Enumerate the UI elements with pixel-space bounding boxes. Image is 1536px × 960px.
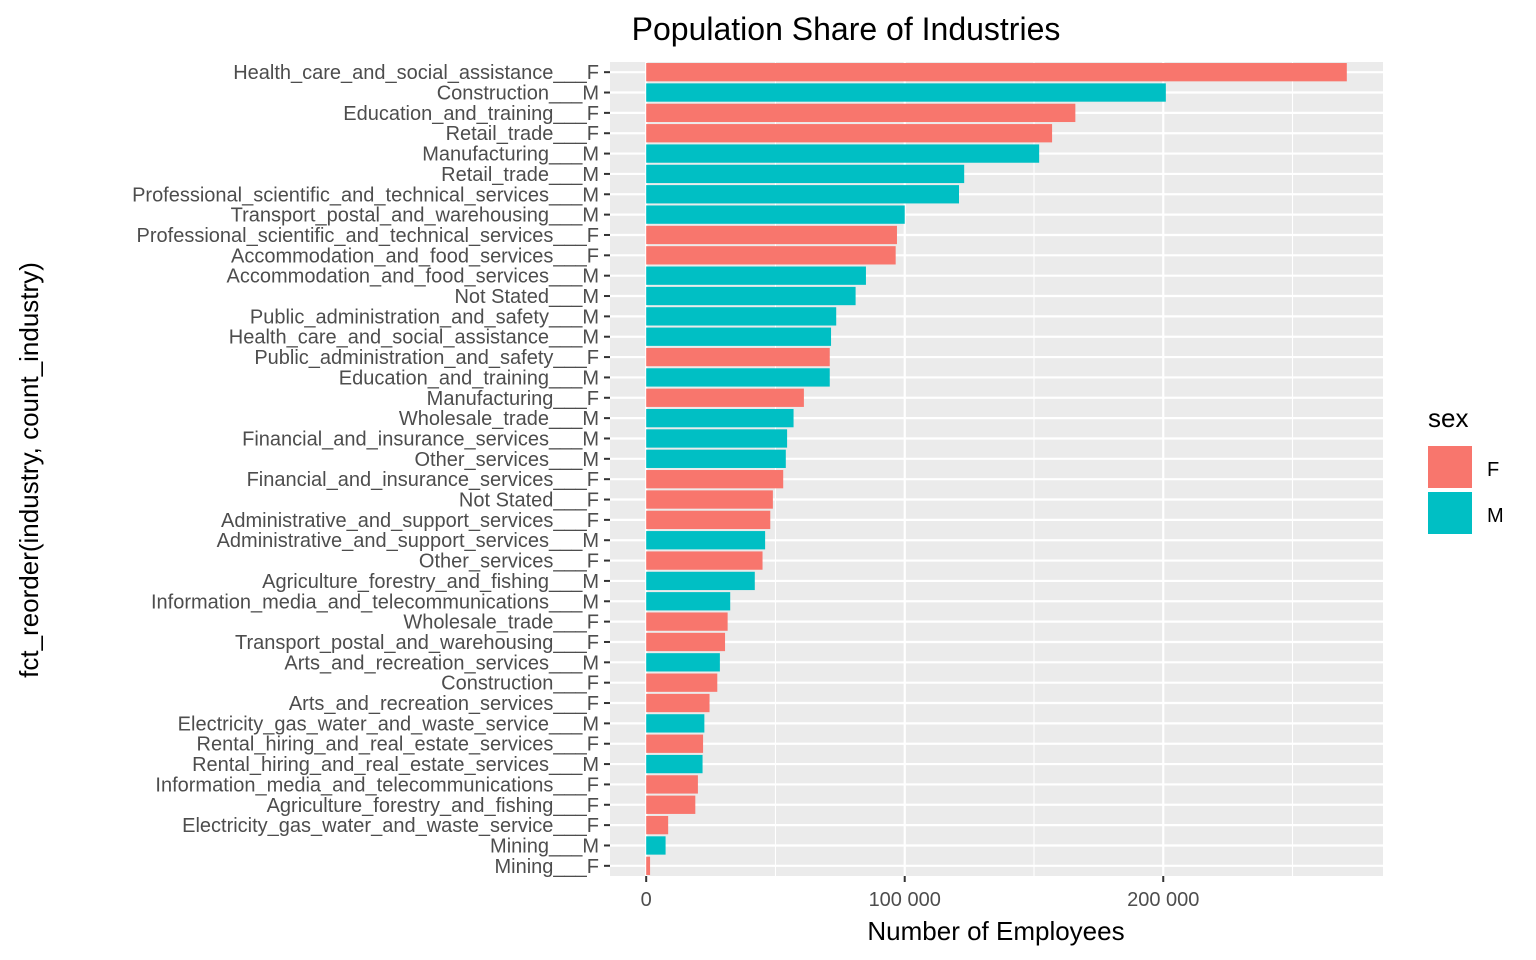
bar-m bbox=[646, 368, 830, 387]
y-tick-label: Health_care_and_social_assistance___M bbox=[229, 327, 599, 349]
y-tick-label: Administrative_and_support_services___F bbox=[221, 510, 599, 532]
bar-m bbox=[646, 754, 703, 774]
y-tick-label: Mining___F bbox=[494, 856, 599, 878]
bar-f bbox=[646, 103, 1076, 123]
bar-f bbox=[646, 510, 771, 530]
plot-panel bbox=[610, 62, 1383, 876]
y-tick-label: Accommodation_and_food_services___M bbox=[227, 266, 599, 288]
bar-m bbox=[646, 429, 788, 448]
legend-swatch-f bbox=[1428, 446, 1472, 488]
y-tick-label: Financial_and_insurance_services___M bbox=[242, 428, 599, 450]
y-tick-label: Construction___F bbox=[441, 673, 599, 695]
y-tick-label: Professional_scientific_and_technical_se… bbox=[132, 184, 599, 206]
y-axis: Health_care_and_social_assistance___FCon… bbox=[132, 62, 610, 878]
bar-m bbox=[646, 653, 720, 672]
bar-m bbox=[646, 144, 1040, 163]
bar-f bbox=[646, 815, 669, 835]
y-tick-label: Transport_postal_and_warehousing___M bbox=[231, 205, 599, 227]
y-tick-label: Other_services___F bbox=[419, 551, 599, 573]
legend-swatch-m bbox=[1428, 492, 1472, 534]
y-tick-label: Arts_and_recreation_services___F bbox=[289, 693, 599, 715]
chart-title: Population Share of Industries bbox=[632, 11, 1061, 47]
y-tick-label: Rental_hiring_and_real_estate_services__… bbox=[192, 754, 599, 776]
y-tick-label: Information_media_and_telecommunications… bbox=[155, 774, 599, 796]
bar-f bbox=[646, 795, 696, 814]
bar-m bbox=[646, 592, 731, 611]
bar-f bbox=[646, 388, 804, 407]
y-tick-label: Wholesale_trade___F bbox=[403, 612, 599, 634]
bar-m bbox=[646, 307, 837, 326]
y-tick-label: Education_and_training___F bbox=[343, 103, 599, 125]
bar-f bbox=[646, 612, 728, 631]
legend-label-m: M bbox=[1487, 505, 1504, 527]
bar-f bbox=[646, 856, 651, 875]
bar-f bbox=[646, 225, 897, 245]
y-tick-label: Not Stated___F bbox=[459, 490, 599, 512]
y-tick-label: Information_media_and_telecommunications… bbox=[151, 591, 599, 613]
bar-f bbox=[646, 470, 784, 489]
bar-f bbox=[646, 124, 1053, 143]
bar-m bbox=[646, 185, 960, 204]
y-tick-label: Manufacturing___F bbox=[427, 388, 599, 410]
y-tick-label: Agriculture_forestry_and_fishing___F bbox=[267, 795, 599, 817]
y-tick-label: Financial_and_insurance_services___F bbox=[247, 469, 599, 491]
x-axis-title: Number of Employees bbox=[867, 916, 1124, 946]
y-tick-label: Professional_scientific_and_technical_se… bbox=[137, 225, 599, 247]
bar-m bbox=[646, 531, 766, 550]
panel-background bbox=[610, 62, 1383, 876]
y-tick-label: Accommodation_and_food_services___F bbox=[231, 245, 599, 267]
bar-m bbox=[646, 408, 794, 428]
y-tick-label: Construction___M bbox=[437, 83, 599, 105]
y-tick-label: Retail_trade___M bbox=[441, 164, 599, 186]
bar-m bbox=[646, 714, 705, 733]
x-tick-label: 0 bbox=[641, 889, 652, 911]
bar-m bbox=[646, 266, 866, 285]
x-tick-label: 100 000 bbox=[869, 889, 941, 911]
y-tick-label: Agriculture_forestry_and_fishing___M bbox=[262, 571, 599, 593]
y-tick-label: Administrative_and_support_services___M bbox=[217, 530, 599, 552]
bar-f bbox=[646, 734, 704, 753]
bar-m bbox=[646, 286, 856, 306]
y-tick-label: Manufacturing___M bbox=[422, 144, 599, 166]
bar-f bbox=[646, 63, 1347, 82]
y-tick-label: Arts_and_recreation_services___M bbox=[284, 652, 599, 674]
y-tick-label: Public_administration_and_safety___M bbox=[250, 306, 599, 328]
y-tick-label: Public_administration_and_safety___F bbox=[254, 347, 599, 369]
x-tick-label: 200 000 bbox=[1127, 889, 1199, 911]
legend: sex F M bbox=[1428, 403, 1504, 534]
bar-f bbox=[646, 490, 773, 509]
bar-f bbox=[646, 246, 896, 265]
bar-m bbox=[646, 836, 666, 855]
bar-f bbox=[646, 673, 718, 692]
y-tick-label: Transport_postal_and_warehousing___F bbox=[235, 632, 599, 654]
y-tick-label: Health_care_and_social_assistance___F bbox=[233, 62, 599, 84]
y-tick-label: Wholesale_trade___M bbox=[399, 408, 599, 430]
bar-m bbox=[646, 83, 1166, 102]
bar-m bbox=[646, 327, 832, 346]
y-tick-label: Electricity_gas_water_and_waste_service_… bbox=[182, 815, 599, 837]
bar-f bbox=[646, 775, 698, 794]
bar-f bbox=[646, 693, 710, 713]
y-tick-label: Retail_trade___F bbox=[446, 123, 599, 145]
bar-m bbox=[646, 205, 905, 224]
x-axis: 0 100 000 200 000 bbox=[641, 876, 1199, 911]
y-tick-label: Electricity_gas_water_and_waste_service_… bbox=[178, 713, 599, 735]
legend-title: sex bbox=[1428, 403, 1468, 433]
bar-f bbox=[646, 347, 830, 367]
bar-m bbox=[646, 571, 755, 591]
bar-m bbox=[646, 449, 786, 468]
bar-f bbox=[646, 632, 726, 652]
bar-f bbox=[646, 551, 763, 570]
y-tick-label: Rental_hiring_and_real_estate_services__… bbox=[197, 734, 599, 756]
y-tick-label: Education_and_training___M bbox=[339, 367, 599, 389]
y-axis-title: fct_reorder(industry, count_industry) bbox=[14, 262, 44, 678]
y-tick-label: Not Stated___M bbox=[454, 286, 599, 308]
legend-label-f: F bbox=[1487, 459, 1499, 481]
bar-m bbox=[646, 164, 965, 184]
y-tick-label: Other_services___M bbox=[414, 449, 599, 471]
y-tick-label: Mining___M bbox=[490, 835, 599, 857]
